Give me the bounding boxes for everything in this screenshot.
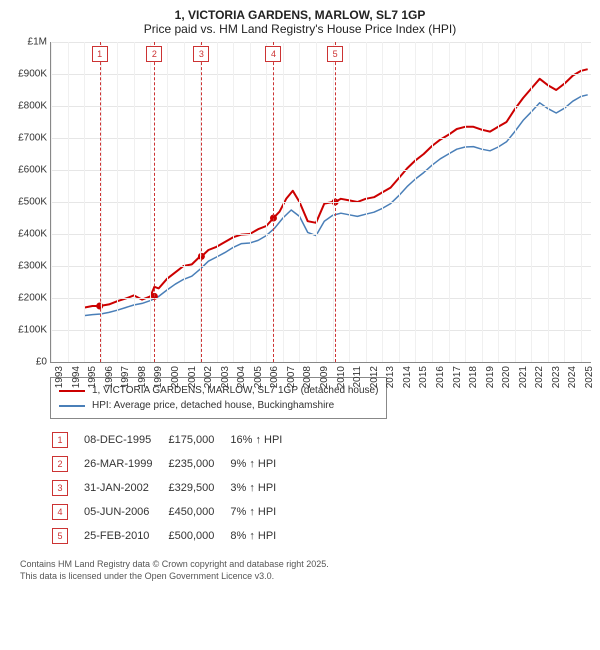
- x-tick-label: 1999: [153, 366, 164, 388]
- x-tick-label: 1994: [71, 366, 82, 388]
- event-row: 1 08-DEC-1995£175,00016% ↑ HPI: [52, 429, 296, 451]
- x-tick-label: 2015: [418, 366, 429, 388]
- legend-swatch: [59, 390, 85, 392]
- chart-subtitle: Price paid vs. HM Land Registry's House …: [10, 22, 590, 36]
- x-tick-label: 2021: [518, 366, 529, 388]
- x-tick-label: 2014: [402, 366, 413, 388]
- event-delta: 3% ↑ HPI: [230, 477, 296, 499]
- x-tick-label: 2010: [336, 366, 347, 388]
- x-tick-label: 2022: [534, 366, 545, 388]
- footer: Contains HM Land Registry data © Crown c…: [20, 559, 590, 582]
- event-number: 2: [52, 456, 68, 472]
- x-tick-label: 2000: [170, 366, 181, 388]
- x-tick-label: 2024: [567, 366, 578, 388]
- x-tick-label: 2020: [501, 366, 512, 388]
- y-tick-label: £800K: [11, 101, 47, 112]
- y-tick-label: £500K: [11, 197, 47, 208]
- x-tick-label: 2006: [269, 366, 280, 388]
- event-date: 25-FEB-2010: [84, 525, 166, 547]
- event-marker: 2: [146, 46, 162, 62]
- event-number: 1: [52, 432, 68, 448]
- event-number: 4: [52, 504, 68, 520]
- event-price: £235,000: [168, 453, 228, 475]
- event-marker: 5: [327, 46, 343, 62]
- events-table: 1 08-DEC-1995£175,00016% ↑ HPI 2 26-MAR-199…: [50, 427, 298, 549]
- x-tick-label: 1996: [104, 366, 115, 388]
- event-price: £329,500: [168, 477, 228, 499]
- x-tick-label: 1995: [87, 366, 98, 388]
- x-tick-label: 2002: [203, 366, 214, 388]
- y-tick-label: £600K: [11, 165, 47, 176]
- x-tick-label: 2005: [253, 366, 264, 388]
- event-delta: 8% ↑ HPI: [230, 525, 296, 547]
- x-tick-label: 2001: [187, 366, 198, 388]
- footer-line: This data is licensed under the Open Gov…: [20, 571, 590, 583]
- legend-label: HPI: Average price, detached house, Buck…: [92, 400, 334, 411]
- x-tick-label: 2023: [551, 366, 562, 388]
- event-marker: 4: [265, 46, 281, 62]
- event-delta: 7% ↑ HPI: [230, 501, 296, 523]
- x-tick-label: 2018: [468, 366, 479, 388]
- x-tick-label: 2025: [584, 366, 595, 388]
- x-tick-label: 1993: [54, 366, 65, 388]
- x-tick-label: 1998: [137, 366, 148, 388]
- event-delta: 9% ↑ HPI: [230, 453, 296, 475]
- chart-title: 1, VICTORIA GARDENS, MARLOW, SL7 1GP: [10, 8, 590, 22]
- x-tick-label: 2003: [220, 366, 231, 388]
- event-number: 3: [52, 480, 68, 496]
- event-date: 05-JUN-2006: [84, 501, 166, 523]
- legend-swatch: [59, 405, 85, 407]
- event-number: 5: [52, 528, 68, 544]
- y-tick-label: £100K: [11, 325, 47, 336]
- y-tick-label: £400K: [11, 229, 47, 240]
- x-tick-label: 2011: [352, 366, 363, 388]
- event-marker: 1: [92, 46, 108, 62]
- event-row: 3 31-JAN-2002£329,5003% ↑ HPI: [52, 477, 296, 499]
- y-tick-label: £1M: [11, 37, 47, 48]
- event-price: £175,000: [168, 429, 228, 451]
- event-marker: 3: [193, 46, 209, 62]
- y-tick-label: £900K: [11, 69, 47, 80]
- x-tick-label: 2016: [435, 366, 446, 388]
- x-tick-label: 2013: [385, 366, 396, 388]
- footer-line: Contains HM Land Registry data © Crown c…: [20, 559, 590, 571]
- x-tick-label: 2007: [286, 366, 297, 388]
- event-date: 08-DEC-1995: [84, 429, 166, 451]
- event-row: 2 26-MAR-1999£235,0009% ↑ HPI: [52, 453, 296, 475]
- x-tick-label: 1997: [120, 366, 131, 388]
- event-price: £500,000: [168, 525, 228, 547]
- x-tick-label: 2008: [302, 366, 313, 388]
- x-tick-label: 2017: [452, 366, 463, 388]
- x-tick-label: 2012: [369, 366, 380, 388]
- event-date: 26-MAR-1999: [84, 453, 166, 475]
- x-tick-label: 2004: [236, 366, 247, 388]
- x-tick-label: 2009: [319, 366, 330, 388]
- x-tick-label: 2019: [485, 366, 496, 388]
- event-row: 5 25-FEB-2010£500,0008% ↑ HPI: [52, 525, 296, 547]
- event-date: 31-JAN-2002: [84, 477, 166, 499]
- event-delta: 16% ↑ HPI: [230, 429, 296, 451]
- legend-item: HPI: Average price, detached house, Buck…: [59, 398, 378, 413]
- event-row: 4 05-JUN-2006£450,0007% ↑ HPI: [52, 501, 296, 523]
- chart-container: 1, VICTORIA GARDENS, MARLOW, SL7 1GP Pri…: [0, 0, 600, 588]
- event-price: £450,000: [168, 501, 228, 523]
- y-tick-label: £0: [11, 357, 47, 368]
- y-tick-label: £700K: [11, 133, 47, 144]
- y-tick-label: £300K: [11, 261, 47, 272]
- plot-area: £0£100K£200K£300K£400K£500K£600K£700K£80…: [50, 42, 591, 363]
- y-tick-label: £200K: [11, 293, 47, 304]
